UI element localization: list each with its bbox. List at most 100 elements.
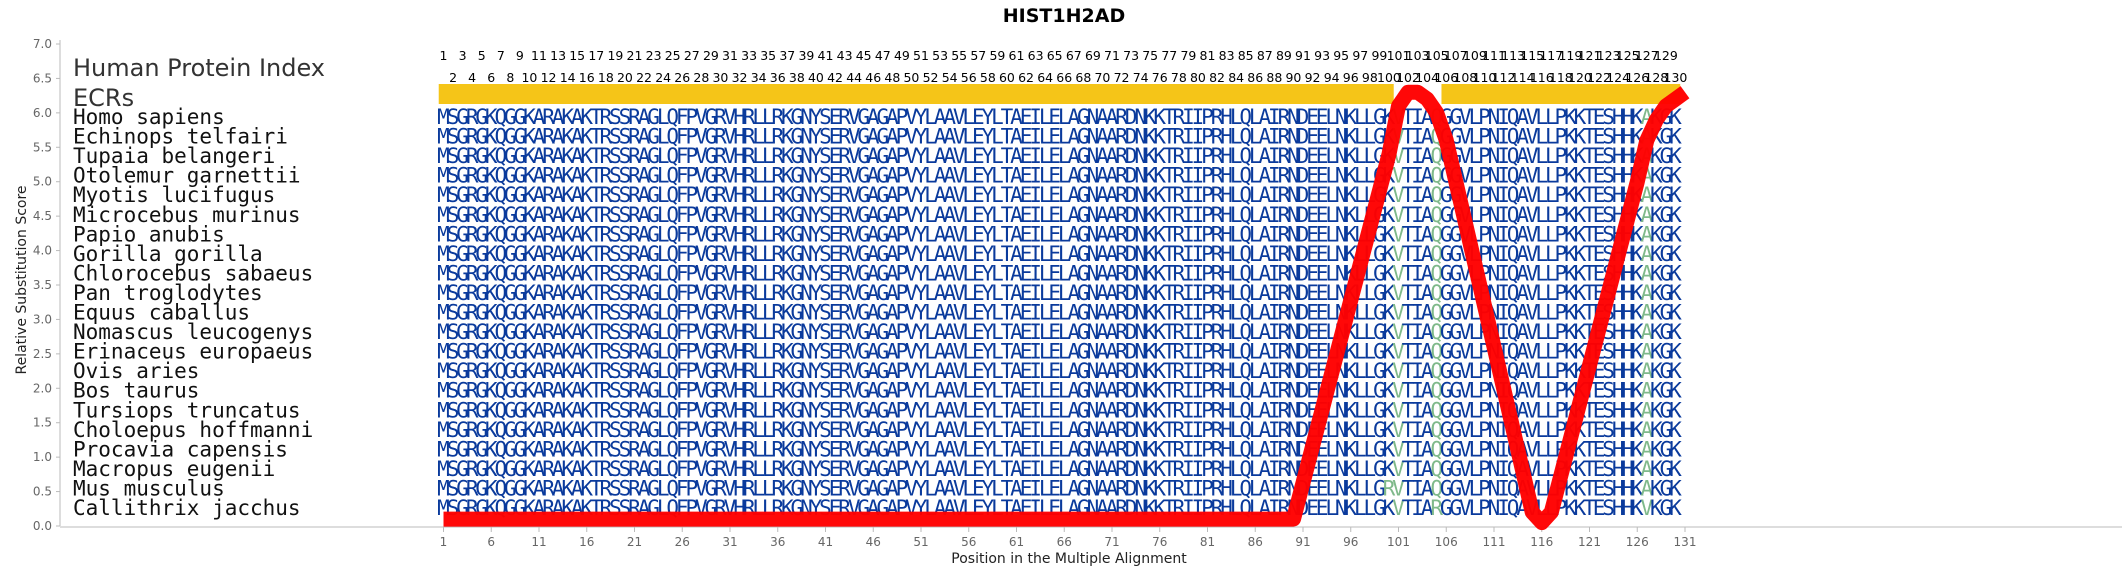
position-label: 75: [1142, 48, 1158, 63]
residue: L: [1545, 125, 1558, 149]
residue: A: [1258, 125, 1271, 149]
position-label: 105: [1425, 48, 1449, 63]
residue: V: [1526, 144, 1539, 168]
position-label: 23: [646, 48, 662, 63]
residue: G: [504, 105, 517, 129]
residue: L: [1354, 105, 1367, 129]
residue: R: [600, 144, 613, 168]
residue: R: [771, 125, 784, 149]
residue: E: [1316, 144, 1329, 168]
residue: G: [647, 125, 660, 149]
position-label: 88: [1266, 70, 1282, 85]
residue: I: [1029, 125, 1042, 149]
residue: I: [1497, 125, 1510, 149]
residue: L: [1535, 144, 1548, 168]
position-label: 36: [770, 70, 786, 85]
residue: K: [561, 125, 574, 149]
position-label: 57: [970, 48, 986, 63]
residue: L: [1230, 105, 1243, 129]
position-label: 68: [1075, 70, 1091, 85]
residue: K: [1144, 105, 1157, 129]
residue: V: [1459, 144, 1472, 168]
residue: A: [552, 125, 565, 149]
residue: H: [1621, 125, 1634, 149]
position-label: 6: [487, 70, 495, 85]
x-tick-label: 51: [913, 535, 928, 549]
position-label: 4: [468, 70, 476, 85]
residue: A: [552, 144, 565, 168]
residue: G: [456, 105, 469, 129]
species-label: Gorilla gorilla: [73, 242, 263, 266]
position-label: 69: [1085, 48, 1101, 63]
residue: S: [447, 144, 460, 168]
residue: I: [1497, 144, 1510, 168]
residue: P: [896, 164, 909, 188]
residue: F: [676, 105, 689, 129]
residue: V: [905, 125, 918, 149]
position-label: 91: [1295, 48, 1311, 63]
position-label: 87: [1257, 48, 1273, 63]
residue: I: [1182, 125, 1195, 149]
position-label: 30: [712, 70, 728, 85]
residue: L: [1058, 144, 1071, 168]
position-label: 58: [980, 70, 996, 85]
y-tick-label: 1.5: [33, 416, 52, 430]
residue: L: [1230, 164, 1243, 188]
position-label: 19: [607, 48, 623, 63]
residue: R: [1211, 144, 1224, 168]
position-label: 45: [856, 48, 872, 63]
position-label: 15: [569, 48, 585, 63]
residue: Q: [1507, 125, 1520, 149]
position-label: 18: [598, 70, 614, 85]
position-label: 121: [1578, 48, 1602, 63]
species-label: Myotis lucifugus: [73, 183, 275, 207]
residue: R: [714, 125, 727, 149]
residue: L: [962, 144, 975, 168]
residue: G: [456, 144, 469, 168]
residue: I: [1182, 144, 1195, 168]
residue: P: [1555, 144, 1568, 168]
position-label: 113: [1501, 48, 1525, 63]
residue: V: [953, 125, 966, 149]
position-label: 51: [913, 48, 929, 63]
position-label: 80: [1190, 70, 1206, 85]
residue: I: [1411, 144, 1424, 168]
residue: G: [1373, 125, 1386, 149]
residue: R: [1278, 125, 1291, 149]
residue: N: [1287, 105, 1300, 129]
residue: N: [1087, 125, 1100, 149]
x-tick-label: 56: [961, 535, 976, 549]
residue: K: [580, 144, 593, 168]
residue: N: [800, 105, 813, 129]
position-label: 117: [1539, 48, 1563, 63]
species-label: Mus musculus: [73, 476, 225, 500]
residue: A: [552, 164, 565, 188]
position-label: 76: [1152, 70, 1168, 85]
position-label: 103: [1406, 48, 1430, 63]
residue: P: [1555, 125, 1568, 149]
position-label: 116: [1530, 70, 1554, 85]
species-label: Nomascus leucogenys: [73, 320, 313, 344]
position-label: 32: [732, 70, 748, 85]
residue: G: [1660, 144, 1673, 168]
residue: N: [1488, 105, 1501, 129]
residue: K: [485, 125, 498, 149]
position-label: 17: [588, 48, 604, 63]
residue: L: [1039, 105, 1052, 129]
residue: R: [743, 144, 756, 168]
residue: L: [924, 105, 937, 129]
x-axis-label: Position in the Multiple Alignment: [951, 551, 1187, 567]
species-label: Echinops telfairi: [73, 125, 288, 149]
residue: P: [1201, 125, 1214, 149]
x-tick-label: 1: [440, 535, 448, 549]
y-tick-label: 6.0: [33, 106, 52, 120]
residue: E: [1316, 125, 1329, 149]
residue: H: [1220, 144, 1233, 168]
residue: A: [1106, 125, 1119, 149]
residue: R: [466, 125, 479, 149]
residue: K: [1564, 105, 1577, 129]
residue: L: [1039, 164, 1052, 188]
residue: K: [523, 125, 536, 149]
residue: G: [504, 164, 517, 188]
